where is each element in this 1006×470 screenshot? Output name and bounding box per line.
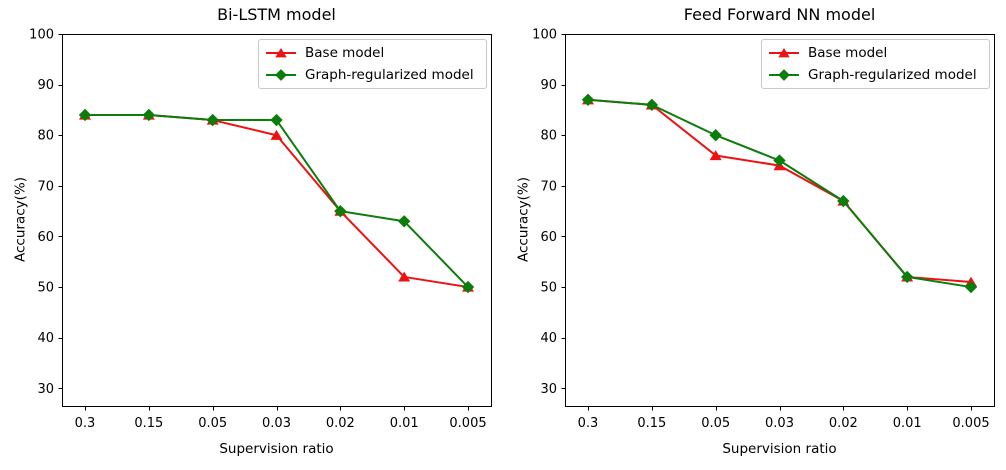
marker-diamond	[964, 280, 978, 294]
y-tick-label: 70	[540, 179, 557, 194]
y-tick-label: 40	[37, 331, 54, 346]
x-tick-label: 0.03	[765, 416, 794, 431]
y-tick-label: 90	[37, 78, 54, 93]
marker-diamond	[206, 113, 219, 127]
x-tick-label: 0.005	[952, 416, 989, 431]
x-tick-label: 0.05	[198, 416, 227, 431]
y-tick-label: 90	[540, 78, 557, 93]
legend-entry-base-model: Base model	[265, 42, 480, 64]
x-tick-label: 0.15	[134, 416, 163, 431]
x-tick-label: 0.15	[637, 416, 666, 431]
plot-area: 30 40 50 60 70 80 90 100 0.3 0.15 0.05 0.03 0.02 0.01…	[29, 28, 492, 431]
y-tick-label: 70	[37, 179, 54, 194]
chart-title: Feed Forward NN model	[683, 5, 876, 24]
y-tick-label: 60	[540, 230, 557, 245]
x-tick-label: 0.05	[701, 416, 730, 431]
legend-label: Graph-regularized model	[305, 67, 474, 83]
x-tick-label: 0.005	[449, 416, 486, 431]
series-line-graph-regularized-model	[85, 113, 469, 288]
legend-sample-diamond-icon	[769, 69, 799, 81]
x-axis-label: Supervision ratio	[722, 441, 837, 457]
marker-diamond	[78, 108, 92, 122]
marker-diamond	[581, 93, 595, 106]
legend-label: Graph-regularized model	[808, 67, 977, 83]
legend: Base model Graph-regularized model	[258, 39, 487, 89]
chart-title: Bi-LSTM model	[217, 5, 336, 24]
x-tick-label: 0.02	[829, 416, 858, 431]
x-tick-label: 0.01	[893, 416, 922, 431]
marker-diamond	[461, 280, 475, 294]
marker-triangle-up	[275, 47, 287, 58]
marker-diamond	[397, 215, 411, 228]
y-tick-label: 60	[37, 230, 54, 245]
y-tick-label: 50	[540, 281, 557, 296]
legend-entry-graph-regularized-model: Graph-regularized model	[265, 64, 480, 86]
marker-diamond	[778, 69, 790, 81]
marker-triangle-up	[709, 150, 722, 161]
subplot-ffnn: Feed Forward NN model Accuracy(%) Superv…	[503, 0, 1006, 470]
y-tick-label: 100	[29, 28, 54, 43]
subplot-bilstm: Bi-LSTM model Accuracy(%) Supervision ra…	[13, 5, 492, 457]
y-tick-label: 80	[540, 129, 557, 144]
marker-triangle-up	[778, 47, 790, 58]
axes-frame	[565, 34, 995, 407]
y-tick-label: 80	[37, 129, 54, 144]
marker-diamond	[334, 204, 347, 218]
legend-sample-diamond-icon	[266, 69, 296, 81]
marker-triangle-up	[398, 271, 411, 282]
series-line-graph-regularized-model	[587, 98, 972, 289]
x-tick-label: 0.3	[578, 416, 599, 431]
marker-triangle-up	[270, 129, 283, 140]
series-line-base-model	[587, 98, 972, 283]
legend-sample-triangle-up-icon	[769, 47, 799, 58]
x-tick-label: 0.02	[326, 416, 355, 431]
y-tick-label: 50	[37, 281, 54, 296]
marker-diamond	[142, 108, 156, 122]
marker-diamond	[773, 154, 786, 167]
y-tick-label: 30	[540, 382, 557, 397]
legend-entry-base-model: Base model	[768, 42, 983, 64]
x-tick-label: 0.03	[262, 416, 291, 431]
y-tick-label: 100	[532, 28, 557, 43]
marker-diamond	[275, 69, 287, 81]
y-tick-label: 30	[37, 382, 54, 397]
series-line-base-model	[85, 113, 469, 289]
marker-diamond	[270, 113, 283, 127]
legend-sample-triangle-up-icon	[266, 47, 296, 58]
marker-diamond	[709, 129, 722, 142]
legend-label: Base model	[305, 45, 385, 61]
y-tick-label: 40	[540, 331, 557, 346]
legend: Base model Graph-regularized model	[761, 39, 990, 89]
plot-area: 30 40 50 60 70 80 90 100 0.3 0.15 0.05 0.03 0.02 0.01…	[532, 28, 995, 431]
legend-label: Base model	[808, 45, 888, 61]
x-tick-label: 0.3	[75, 416, 96, 431]
legend-entry-graph-regularized-model: Graph-regularized model	[768, 64, 983, 86]
axes-frame	[62, 34, 492, 407]
x-axis-label: Supervision ratio	[219, 441, 334, 457]
x-tick-label: 0.01	[390, 416, 419, 431]
